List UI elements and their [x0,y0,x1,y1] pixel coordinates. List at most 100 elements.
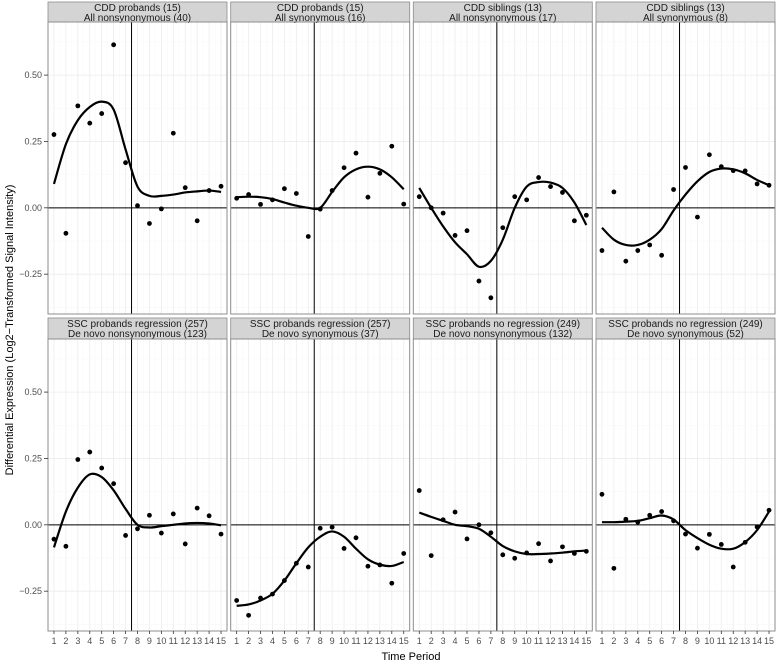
x-tick-label: 11 [717,636,726,646]
facet-title-line1: CDD probands (15) [277,3,364,14]
facet-title-line1: SSC probands no regression (249) [426,319,581,330]
data-point [182,541,188,547]
data-point [87,120,93,126]
data-point [51,536,57,542]
x-tick-label: 7 [306,636,311,646]
x-tick-label: 1 [417,636,422,646]
x-tick-label: 1 [599,636,604,646]
data-point [572,551,577,556]
x-tick-label: 9 [512,636,517,646]
data-point [218,531,224,537]
x-tick-label: 6 [659,636,664,646]
data-point [766,507,772,513]
x-tick-label: 11 [534,636,543,646]
x-tick-label: 14 [204,636,214,646]
x-tick-label: 10 [522,636,532,646]
data-point [766,182,772,188]
data-point [560,190,565,195]
x-axis-label: Time Period [382,651,441,662]
data-point [464,228,470,234]
data-point [401,551,407,556]
panel-border [595,21,776,315]
data-point [718,542,724,547]
data-point [51,132,57,137]
x-tick-label: 10 [704,636,714,646]
data-point [317,206,323,212]
x-tick-label: 2 [246,636,251,646]
data-point [111,42,117,48]
facet-title-line1: SSC probands no regression (249) [608,319,763,330]
data-point [512,555,518,561]
data-point [476,278,482,284]
data-point [353,535,359,541]
y-axis-label: Differential Expression (Log2−Transforme… [4,185,16,476]
data-point [548,184,553,189]
x-tick-label: 5 [464,636,469,646]
data-point [476,522,482,528]
x-tick-label: 6 [294,636,299,646]
data-point [524,550,530,556]
data-point [623,258,629,264]
x-tick-label: 3 [75,636,80,646]
data-point [583,548,589,554]
smooth-curve [601,167,770,247]
data-point [75,457,81,462]
smooth-curve [52,472,222,548]
data-point [135,526,140,532]
data-point [635,248,641,253]
data-point [718,164,724,170]
data-point [488,530,494,536]
x-tick-label: 10 [339,636,349,646]
data-point [536,175,541,180]
x-tick-label: 4 [87,636,92,646]
data-point [317,525,323,531]
data-point [754,524,760,530]
data-point [365,194,371,200]
data-point [452,509,458,515]
facet-title-line2: All nonsynonymous (40) [84,13,191,24]
data-point [572,218,577,224]
data-point [246,612,252,618]
x-tick-label: 13 [557,636,567,646]
data-point [671,518,676,524]
data-point [329,524,335,530]
y-tick-label: −0.25 [19,586,42,596]
data-point [730,564,736,570]
facet-title-line2: All nonsynonymous (17) [449,13,556,24]
data-point [428,205,434,211]
x-tick-label: 8 [135,636,140,646]
smooth-curve [418,180,588,269]
data-point [754,181,760,187]
data-point [158,206,164,212]
data-point [706,152,712,158]
data-point [234,598,240,603]
data-point [440,210,446,216]
data-point [416,488,422,493]
data-point [695,214,700,220]
data-point [671,187,676,192]
data-point [560,544,565,550]
data-point [341,546,347,551]
data-point [270,591,275,597]
data-point [512,194,518,200]
data-point [246,192,252,197]
x-tick-label: 3 [623,636,628,646]
data-point [524,197,530,203]
data-point [158,530,164,536]
data-point [206,188,212,193]
x-tick-label: 1 [51,636,56,646]
data-point [123,533,128,538]
data-point [170,130,176,136]
data-point [329,188,335,193]
data-point [659,252,665,258]
y-tick-label: 0.25 [24,453,42,463]
x-tick-label: 14 [387,636,397,646]
x-tick-label: 3 [441,636,446,646]
facet-panel: CDD probands (15)All synonymous (16) [230,1,411,315]
x-tick-label: 6 [476,636,481,646]
data-point [147,512,152,518]
data-point [75,103,81,109]
facet-title-line2: De novo nonsynonymous (123) [68,329,207,340]
x-tick-label: 9 [695,636,700,646]
data-point [599,491,605,497]
